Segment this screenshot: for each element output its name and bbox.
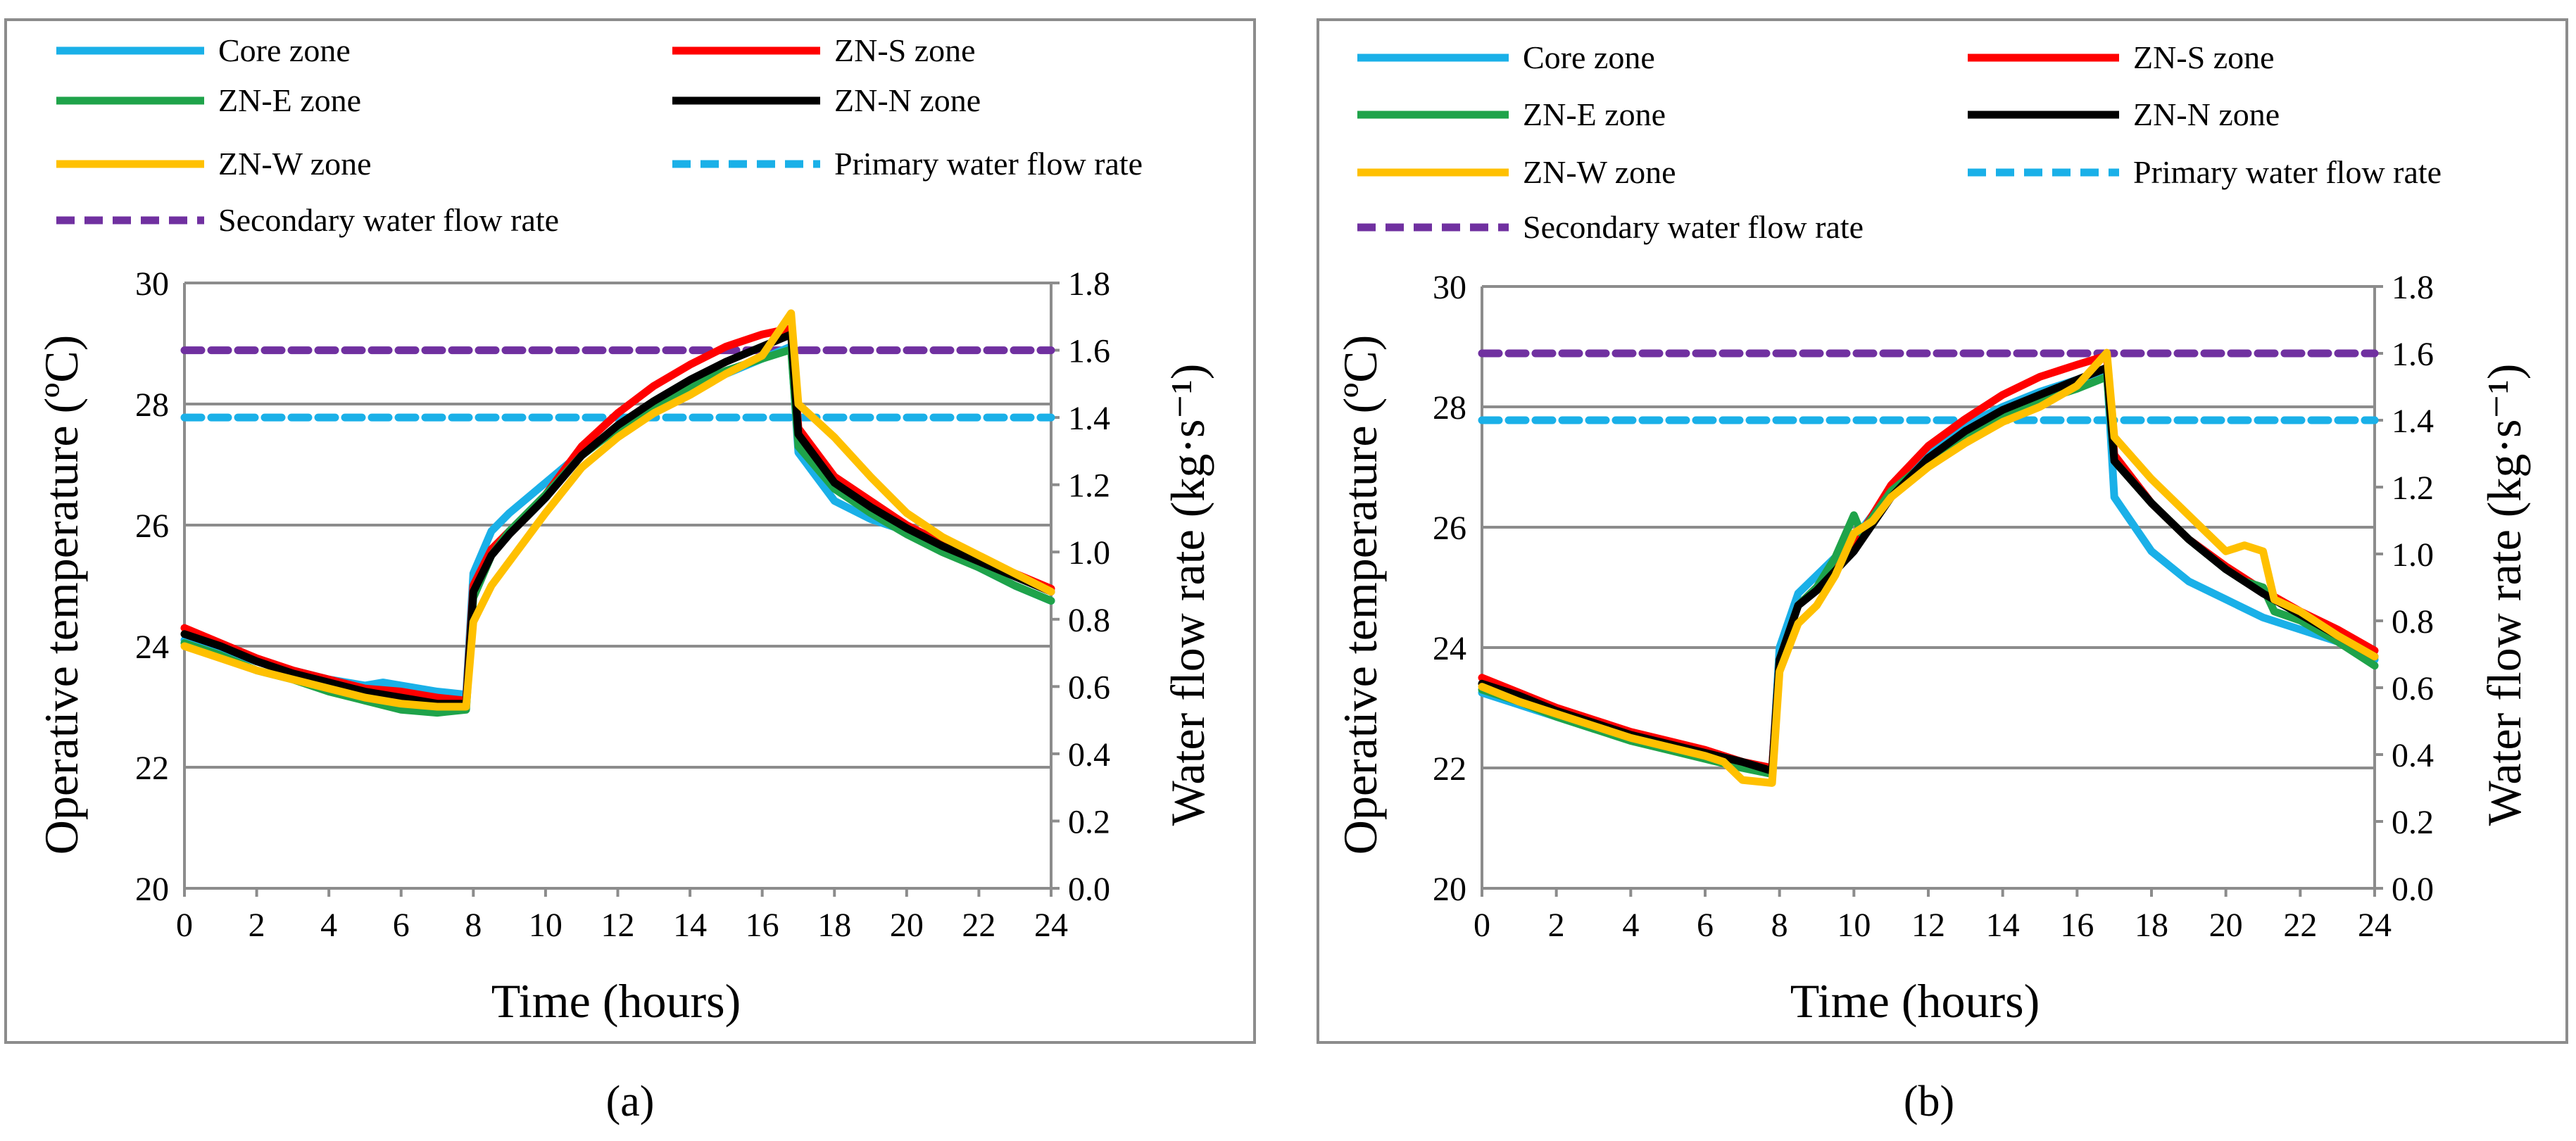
panel-a-y-tick-label: 22 bbox=[135, 750, 169, 787]
panel-a-legend-label-zn-w-zone: ZN-W zone bbox=[218, 146, 372, 182]
panel-a-label: (a) bbox=[606, 1078, 655, 1126]
panel-a-x-tick-label: 6 bbox=[393, 907, 410, 944]
panel-b-legend-label-secondary-water-flow-rate: Secondary water flow rate bbox=[1523, 209, 1864, 245]
panel-a-y2-tick-label: 0.6 bbox=[1068, 669, 1110, 706]
panel-a-x-tick-label: 20 bbox=[890, 907, 924, 944]
panel-a-y-tick-label: 28 bbox=[135, 386, 169, 424]
panel-b-y2-tick-label: 0.0 bbox=[2392, 871, 2434, 908]
panel-a-y2-axis-title: Water flow rate (kg·s⁻¹) bbox=[1161, 364, 1214, 826]
panel-b-y2-tick-label: 1.4 bbox=[2392, 403, 2434, 440]
panel-a: Core zone ZN-S zone ZN-E zone ZN-N zone ZN-W… bbox=[4, 18, 1256, 1044]
panel-a-y-tick-label: 26 bbox=[135, 508, 169, 545]
panel-b-x-tick-label: 8 bbox=[1771, 907, 1788, 944]
panel-b-x-tick-label: 12 bbox=[1911, 907, 1945, 944]
panel-b-x-tick-label: 22 bbox=[2283, 907, 2317, 944]
panel-b-x-tick-label: 10 bbox=[1837, 907, 1871, 944]
panel-a-x-tick-label: 10 bbox=[529, 907, 563, 944]
panel-a-y-tick-label: 30 bbox=[135, 265, 169, 303]
panel-a-y2-tick-label: 1.8 bbox=[1068, 265, 1110, 303]
panel-b-legend-label-core-zone: Core zone bbox=[1523, 39, 1655, 75]
panel-b-x-tick-label: 20 bbox=[2209, 907, 2243, 944]
panel-a-x-tick-label: 16 bbox=[746, 907, 779, 944]
panel-a-x-tick-label: 24 bbox=[1034, 907, 1068, 944]
panel-b-y2-tick-label: 0.6 bbox=[2392, 670, 2434, 707]
panel-a-legend-label-zn-e-zone: ZN-E zone bbox=[218, 82, 361, 118]
panel-b-x-tick-label: 0 bbox=[1474, 907, 1490, 944]
panel-b-x-axis-title: Time (hours) bbox=[1790, 974, 2040, 1028]
panel-b-y2-tick-label: 1.6 bbox=[2392, 336, 2434, 373]
panel-b-y-tick-label: 28 bbox=[1433, 389, 1466, 427]
panel-b-legend: Core zone ZN-S zone ZN-E zone ZN-N zone ZN-W… bbox=[1357, 39, 2442, 245]
panel-a-y2-tick-label: 1.2 bbox=[1068, 467, 1110, 505]
panel-a-y2-tick-label: 1.4 bbox=[1068, 400, 1110, 437]
panel-a-y-axis-title: Operative temperature (ºC) bbox=[34, 335, 88, 855]
panel-b-y2-tick-label: 1.0 bbox=[2392, 536, 2434, 574]
panel-a-y2-tick-label: 0.2 bbox=[1068, 803, 1110, 840]
panel-a-y2-tick-label: 0.0 bbox=[1068, 871, 1110, 908]
panel-b-x-tick-label: 14 bbox=[1986, 907, 2020, 944]
panel-b-x-tick-label: 24 bbox=[2358, 907, 2392, 944]
panel-b-y-tick-label: 24 bbox=[1433, 630, 1466, 667]
panel-a-x-tick-label: 0 bbox=[176, 907, 193, 944]
panel-b-x-tick-label: 18 bbox=[2135, 907, 2168, 944]
panel-b-y-tick-label: 22 bbox=[1433, 750, 1466, 788]
panel-b-y-tick-label: 30 bbox=[1433, 269, 1466, 306]
panel-a-series-zn-w-zone bbox=[180, 309, 1055, 711]
panel-a-legend: Core zone ZN-S zone ZN-E zone ZN-N zone ZN-W… bbox=[56, 32, 1143, 238]
panel-b-label: (b) bbox=[1904, 1078, 1954, 1126]
panel-a-x-tick-label: 8 bbox=[465, 907, 482, 944]
panel-a-x-tick-label: 2 bbox=[249, 907, 265, 944]
panel-a-y-tick-label: 24 bbox=[135, 629, 169, 666]
panel-b-plot: 2022242628300.00.20.40.60.81.01.21.41.61… bbox=[1433, 269, 2434, 944]
panel-a-legend-label-primary-water-flow-rate: Primary water flow rate bbox=[834, 146, 1143, 182]
panel-a-legend-label-core-zone: Core zone bbox=[218, 32, 351, 68]
panel-a-y2-tick-label: 0.8 bbox=[1068, 602, 1110, 639]
panel-b-legend-label-zn-n-zone: ZN-N zone bbox=[2133, 96, 2280, 132]
panel-b-frame bbox=[1317, 18, 2568, 1044]
panel-a-series-zn-n-zone bbox=[180, 330, 1055, 708]
panel-b-legend-label-zn-w-zone: ZN-W zone bbox=[1523, 154, 1676, 190]
panel-a-x-tick-label: 4 bbox=[320, 907, 337, 944]
panel-a-frame bbox=[4, 18, 1256, 1044]
panel-b-y2-tick-label: 0.8 bbox=[2392, 603, 2434, 641]
panel-a-x-tick-label: 22 bbox=[962, 907, 995, 944]
panel-a-y2-tick-label: 1.6 bbox=[1068, 333, 1110, 370]
panel-a-legend-label-secondary-water-flow-rate: Secondary water flow rate bbox=[218, 202, 559, 238]
panel-b-x-tick-label: 4 bbox=[1622, 907, 1639, 944]
panel-b-y-tick-label: 20 bbox=[1433, 871, 1466, 908]
panel-b-y2-tick-label: 0.2 bbox=[2392, 804, 2434, 841]
panel-a-legend-label-zn-n-zone: ZN-N zone bbox=[834, 82, 981, 118]
panel-a-x-axis-title: Time (hours) bbox=[491, 974, 741, 1028]
panel-b: Core zone ZN-S zone ZN-E zone ZN-N zone ZN-W… bbox=[1317, 18, 2568, 1044]
panel-b-y2-tick-label: 1.2 bbox=[2392, 469, 2434, 507]
panel-a-y-tick-label: 20 bbox=[135, 871, 169, 908]
panel-b-x-tick-label: 16 bbox=[2060, 907, 2094, 944]
panel-a-x-tick-label: 12 bbox=[601, 907, 635, 944]
panel-a-x-tick-label: 14 bbox=[673, 907, 707, 944]
panel-b-y2-axis-title: Water flow rate (kg·s⁻¹) bbox=[2477, 364, 2531, 826]
panel-a-y2-tick-label: 1.0 bbox=[1068, 534, 1110, 572]
panel-b-series-zn-w-zone bbox=[1478, 348, 2379, 787]
panel-b-legend-label-zn-s-zone: ZN-S zone bbox=[2133, 39, 2275, 75]
panel-b-y-axis-title: Operative temperature (ºC) bbox=[1333, 335, 1387, 855]
panel-a-plot: 2022242628300.00.20.40.60.81.01.21.41.61… bbox=[135, 265, 1110, 944]
panel-b-y2-tick-label: 0.4 bbox=[2392, 737, 2434, 774]
panel-a-legend-label-zn-s-zone: ZN-S zone bbox=[834, 32, 976, 68]
panel-b-y-tick-label: 26 bbox=[1433, 510, 1466, 547]
panel-b-x-tick-label: 2 bbox=[1548, 907, 1565, 944]
panel-b-legend-label-zn-e-zone: ZN-E zone bbox=[1523, 96, 1666, 132]
panel-a-x-tick-label: 18 bbox=[817, 907, 851, 944]
panel-a-y2-tick-label: 0.4 bbox=[1068, 736, 1110, 774]
panel-b-x-tick-label: 6 bbox=[1697, 907, 1714, 944]
panel-b-legend-label-primary-water-flow-rate: Primary water flow rate bbox=[2133, 154, 2442, 190]
panel-b-y2-tick-label: 1.8 bbox=[2392, 269, 2434, 306]
